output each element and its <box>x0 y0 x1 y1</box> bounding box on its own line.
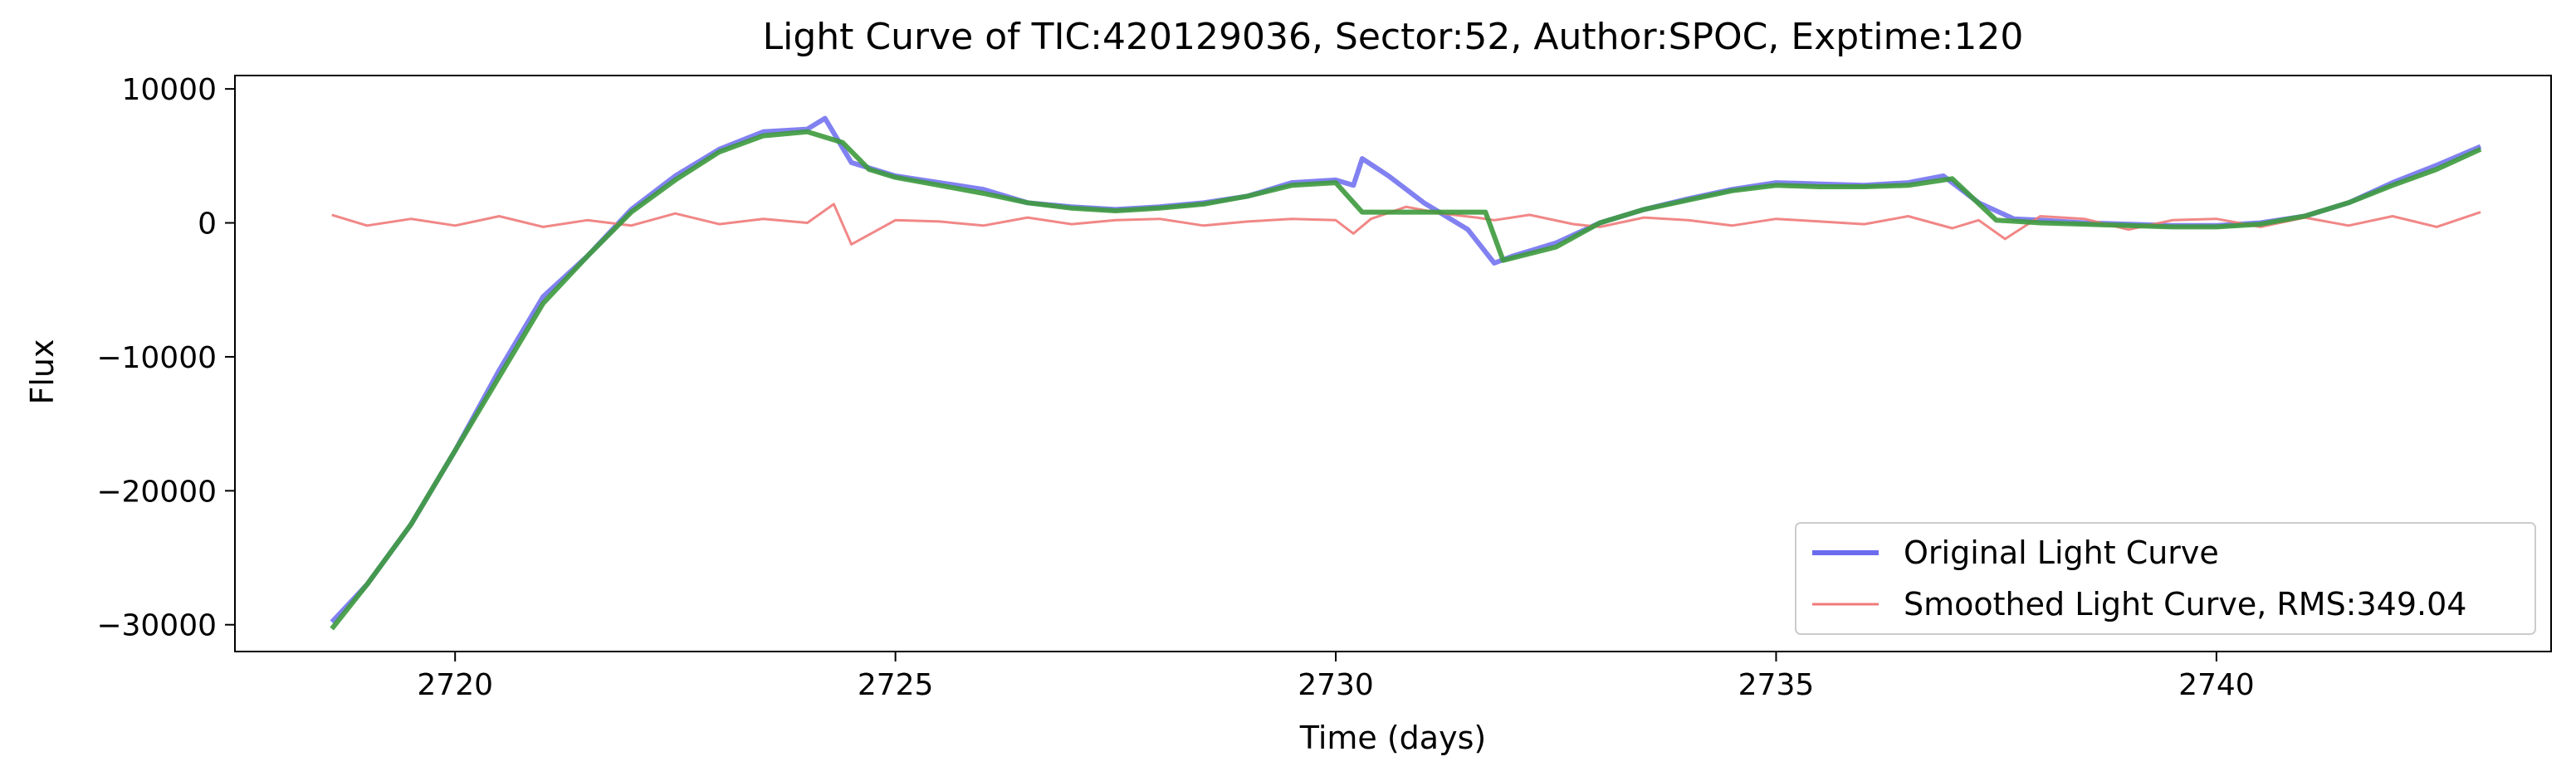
x-axis-ticks: 2720 2725 2730 2735 2740 <box>417 652 2255 702</box>
plot-frame <box>234 75 2552 652</box>
x-axis-label: Time (days) <box>1299 720 1486 756</box>
x-tick-label: 2740 <box>2178 668 2255 702</box>
series-line-trend <box>330 129 2482 631</box>
legend-label-original: Original Light Curve <box>1904 534 2219 571</box>
chart-title: Light Curve of TIC:420129036, Sector:52,… <box>763 16 2024 58</box>
x-tick-label: 2725 <box>858 668 934 702</box>
legend-label-smoothed: Smoothed Light Curve, RMS:349.04 <box>1904 586 2466 622</box>
y-tick-label: −30000 <box>96 609 217 643</box>
legend-box <box>1795 522 2536 635</box>
y-tick-label: 10000 <box>121 73 217 107</box>
series-layer <box>330 115 2482 631</box>
x-tick-label: 2720 <box>417 668 493 702</box>
y-tick-label: 0 <box>198 207 217 242</box>
y-tick-label: −10000 <box>96 341 217 375</box>
x-tick-label: 2735 <box>1738 668 1815 702</box>
y-axis-ticks: 10000 0 −10000 −20000 −30000 <box>96 73 235 643</box>
y-tick-label: −20000 <box>96 475 217 509</box>
legend: Original Light Curve Smoothed Light Curv… <box>1795 522 2536 635</box>
x-tick-label: 2730 <box>1298 668 1374 702</box>
series-line-smoothed <box>331 203 2481 246</box>
y-axis-label: Flux <box>24 339 61 405</box>
